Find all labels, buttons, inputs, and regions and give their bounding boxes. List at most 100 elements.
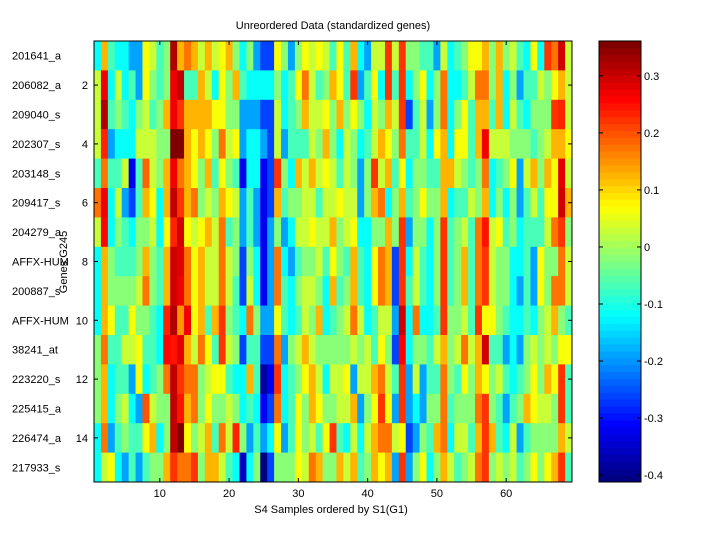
heatmap-cell [350, 217, 358, 248]
heatmap-cell [454, 423, 462, 453]
heatmap-cell [502, 335, 511, 365]
heatmap-cell [301, 158, 310, 189]
heatmap-cell [287, 335, 296, 365]
heatmap-cell [391, 217, 400, 248]
heatmap-cell [481, 188, 490, 218]
heatmap-cell [371, 393, 379, 424]
heatmap-cell [378, 276, 386, 306]
colorbar-swatch [599, 165, 641, 173]
heatmap-cell [322, 452, 330, 483]
heatmap-cell [537, 423, 545, 453]
heatmap-cell [454, 276, 462, 306]
heatmap-cell [308, 246, 317, 277]
heatmap-cell [350, 188, 358, 218]
heatmap-cell [447, 217, 455, 248]
heatmap-cell [495, 423, 504, 453]
heatmap-cell [530, 393, 538, 424]
heatmap-cell [267, 423, 275, 453]
heatmap-cell [204, 335, 213, 365]
heatmap-cell [412, 188, 420, 218]
heatmap-cell [371, 158, 379, 189]
heatmap-cell [218, 335, 227, 365]
colorbar-swatch [599, 103, 641, 111]
heatmap-cell [232, 129, 240, 159]
heatmap-cell [509, 188, 517, 218]
heatmap-cell [502, 188, 511, 218]
heatmap-cell [204, 276, 213, 306]
heatmap-cell [246, 335, 254, 365]
heatmap-cell [149, 41, 157, 71]
heatmap-cell [336, 188, 344, 218]
heatmap-cell [197, 41, 206, 71]
heatmap-cell [170, 393, 178, 424]
heatmap-cell [128, 246, 136, 277]
heatmap-cell [121, 129, 130, 159]
heatmap-cell [412, 393, 420, 424]
heatmap-cell [558, 41, 566, 71]
heatmap-cell [315, 41, 324, 71]
heatmap-cell [468, 99, 476, 130]
heatmap-cell [322, 41, 330, 71]
heatmap-cell [426, 364, 434, 395]
heatmap-cell [440, 335, 448, 365]
heatmap-cell [530, 99, 538, 130]
heatmap-cell [274, 246, 282, 277]
heatmap-cell [128, 452, 136, 483]
heatmap-cell [454, 246, 462, 277]
heatmap-cell [475, 393, 483, 424]
heatmap-cell [197, 70, 206, 101]
heatmap-cell [343, 423, 351, 453]
heatmap-cell [315, 70, 324, 101]
heatmap-cell [551, 70, 559, 101]
colorbar-swatch [599, 54, 641, 63]
heatmap-cell [537, 99, 545, 130]
y-tick-label: 12 [76, 374, 88, 386]
heatmap-cell [274, 188, 282, 218]
heatmap-cell [232, 452, 240, 483]
colorbar-swatch [599, 399, 641, 407]
heatmap-cell [364, 217, 372, 248]
heatmap-cell [225, 364, 233, 395]
heatmap-cell [301, 335, 310, 365]
heatmap-cell [294, 364, 303, 395]
colorbar-swatch [599, 282, 641, 290]
heatmap-cell [218, 393, 227, 424]
heatmap-cell [454, 188, 462, 218]
heatmap-cell [537, 129, 545, 159]
heatmap-cell [225, 452, 233, 483]
heatmap-cell [433, 41, 441, 71]
heatmap-cell [544, 423, 552, 453]
heatmap-cell [149, 70, 157, 101]
y-tick-label: 4 [82, 139, 88, 151]
heatmap-cell [308, 305, 317, 336]
heatmap-cell [267, 364, 275, 395]
heatmap-cell [239, 41, 247, 71]
heatmap-cell [100, 158, 109, 189]
heatmap-cell [461, 335, 469, 365]
heatmap-cell [329, 452, 337, 483]
heatmap-cell [391, 188, 400, 218]
heatmap-cell [149, 188, 157, 218]
heatmap-cell [461, 41, 469, 71]
heatmap-cell [350, 452, 358, 483]
heatmap-cell [322, 99, 330, 130]
heatmap-cell [177, 217, 185, 248]
heatmap-cell [461, 452, 469, 483]
heatmap-cell [204, 305, 213, 336]
heatmap-cell [405, 41, 414, 71]
heatmap-cell [447, 393, 455, 424]
heatmap-cell [114, 99, 123, 130]
heatmap-cell [190, 276, 199, 306]
heatmap-cell [558, 70, 566, 101]
heatmap-cell [274, 276, 282, 306]
heatmap-cell [440, 70, 448, 101]
heatmap-cell [177, 305, 185, 336]
heatmap-cell [419, 41, 427, 71]
heatmap-cell [384, 217, 393, 248]
heatmap-cell [523, 276, 531, 306]
heatmap-cell [294, 217, 303, 248]
heatmap-cell [558, 188, 566, 218]
heatmap-cell [170, 246, 178, 277]
heatmap-cell [149, 217, 157, 248]
colorbar-swatch [599, 454, 641, 462]
